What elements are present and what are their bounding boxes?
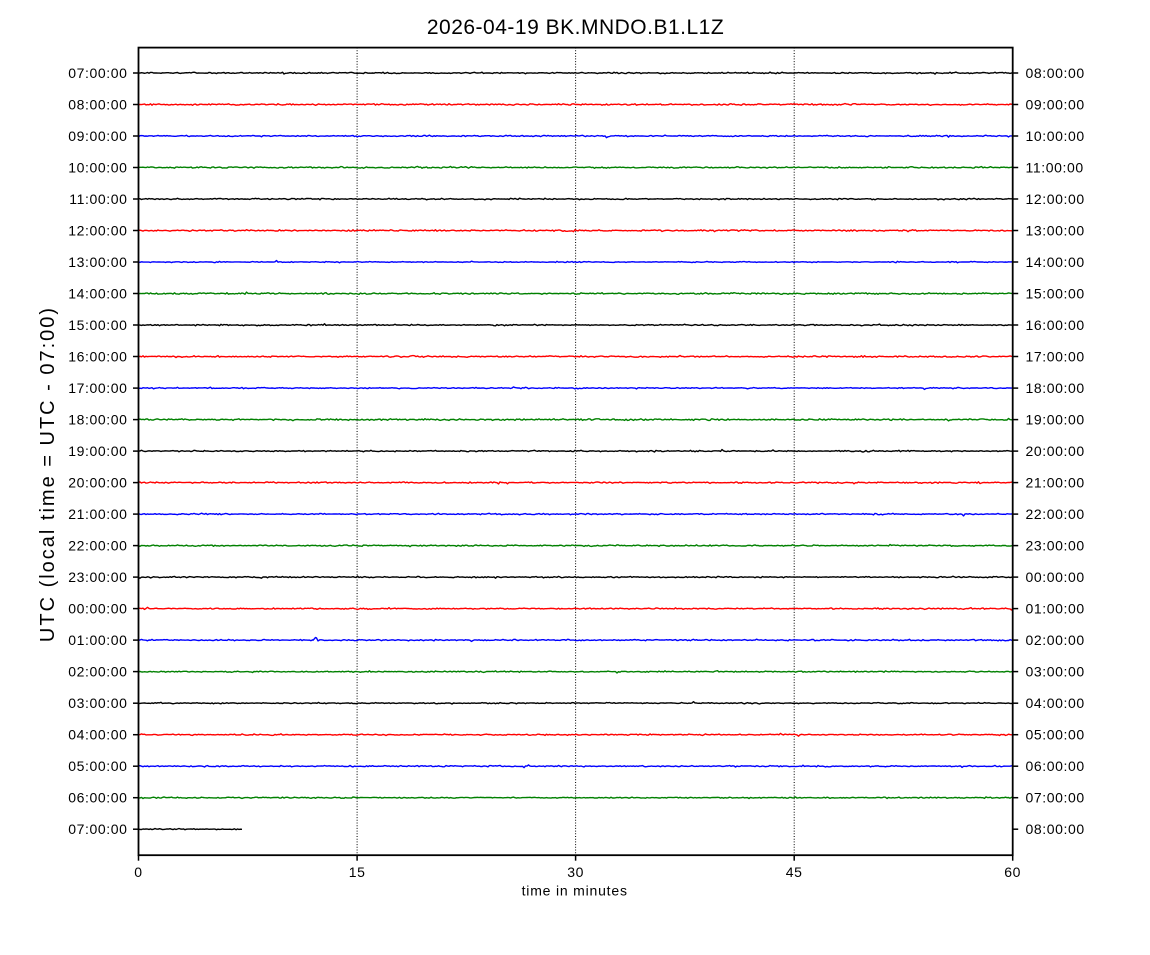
svg-text:20:00:00: 20:00:00 — [68, 475, 127, 491]
svg-text:14:00:00: 14:00:00 — [68, 286, 127, 302]
svg-text:23:00:00: 23:00:00 — [68, 569, 127, 585]
svg-text:01:00:00: 01:00:00 — [1026, 601, 1085, 617]
svg-text:16:00:00: 16:00:00 — [1026, 317, 1085, 333]
svg-text:UTC (local time = UTC - 07:00): UTC (local time = UTC - 07:00) — [37, 306, 59, 642]
svg-text:17:00:00: 17:00:00 — [68, 380, 127, 396]
svg-text:07:00:00: 07:00:00 — [68, 821, 127, 837]
svg-text:08:00:00: 08:00:00 — [68, 97, 127, 113]
svg-text:18:00:00: 18:00:00 — [68, 412, 127, 428]
svg-text:06:00:00: 06:00:00 — [68, 790, 127, 806]
svg-text:23:00:00: 23:00:00 — [1026, 538, 1085, 554]
svg-text:00:00:00: 00:00:00 — [1026, 569, 1085, 585]
svg-text:18:00:00: 18:00:00 — [1026, 380, 1085, 396]
svg-text:2026-04-19 BK.MNDO.B1.L1Z: 2026-04-19 BK.MNDO.B1.L1Z — [427, 16, 724, 39]
svg-text:08:00:00: 08:00:00 — [1026, 65, 1085, 81]
svg-text:22:00:00: 22:00:00 — [1026, 506, 1085, 522]
svg-text:07:00:00: 07:00:00 — [68, 65, 127, 81]
svg-text:04:00:00: 04:00:00 — [1026, 695, 1085, 711]
svg-text:10:00:00: 10:00:00 — [68, 160, 127, 176]
svg-text:0: 0 — [134, 864, 142, 880]
svg-text:15:00:00: 15:00:00 — [68, 317, 127, 333]
svg-text:45: 45 — [786, 864, 803, 880]
svg-text:09:00:00: 09:00:00 — [1026, 97, 1085, 113]
svg-text:17:00:00: 17:00:00 — [1026, 349, 1085, 365]
svg-text:11:00:00: 11:00:00 — [1026, 160, 1084, 176]
svg-text:21:00:00: 21:00:00 — [68, 506, 127, 522]
svg-text:14:00:00: 14:00:00 — [1026, 254, 1085, 270]
svg-text:19:00:00: 19:00:00 — [1026, 412, 1085, 428]
svg-text:12:00:00: 12:00:00 — [68, 223, 127, 239]
svg-text:15:00:00: 15:00:00 — [1026, 286, 1085, 302]
svg-text:11:00:00: 11:00:00 — [69, 191, 127, 207]
svg-text:time in minutes: time in minutes — [522, 883, 628, 899]
svg-text:05:00:00: 05:00:00 — [68, 758, 127, 774]
svg-text:10:00:00: 10:00:00 — [1026, 128, 1085, 144]
svg-text:19:00:00: 19:00:00 — [68, 443, 127, 459]
svg-text:15: 15 — [349, 864, 366, 880]
svg-text:01:00:00: 01:00:00 — [68, 632, 127, 648]
svg-text:13:00:00: 13:00:00 — [68, 254, 127, 270]
svg-text:00:00:00: 00:00:00 — [68, 601, 127, 617]
svg-text:08:00:00: 08:00:00 — [1026, 821, 1085, 837]
svg-text:60: 60 — [1004, 864, 1021, 880]
svg-text:06:00:00: 06:00:00 — [1026, 758, 1085, 774]
svg-text:03:00:00: 03:00:00 — [68, 695, 127, 711]
svg-text:04:00:00: 04:00:00 — [68, 727, 127, 743]
svg-text:05:00:00: 05:00:00 — [1026, 727, 1085, 743]
svg-text:03:00:00: 03:00:00 — [1026, 664, 1085, 680]
svg-text:02:00:00: 02:00:00 — [68, 664, 127, 680]
svg-text:21:00:00: 21:00:00 — [1026, 475, 1085, 491]
svg-text:30: 30 — [567, 864, 584, 880]
svg-text:12:00:00: 12:00:00 — [1026, 191, 1085, 207]
svg-text:22:00:00: 22:00:00 — [68, 538, 127, 554]
svg-text:16:00:00: 16:00:00 — [68, 349, 127, 365]
svg-text:20:00:00: 20:00:00 — [1026, 443, 1085, 459]
svg-text:13:00:00: 13:00:00 — [1026, 223, 1085, 239]
svg-text:02:00:00: 02:00:00 — [1026, 632, 1085, 648]
svg-text:07:00:00: 07:00:00 — [1026, 790, 1085, 806]
svg-text:09:00:00: 09:00:00 — [68, 128, 127, 144]
